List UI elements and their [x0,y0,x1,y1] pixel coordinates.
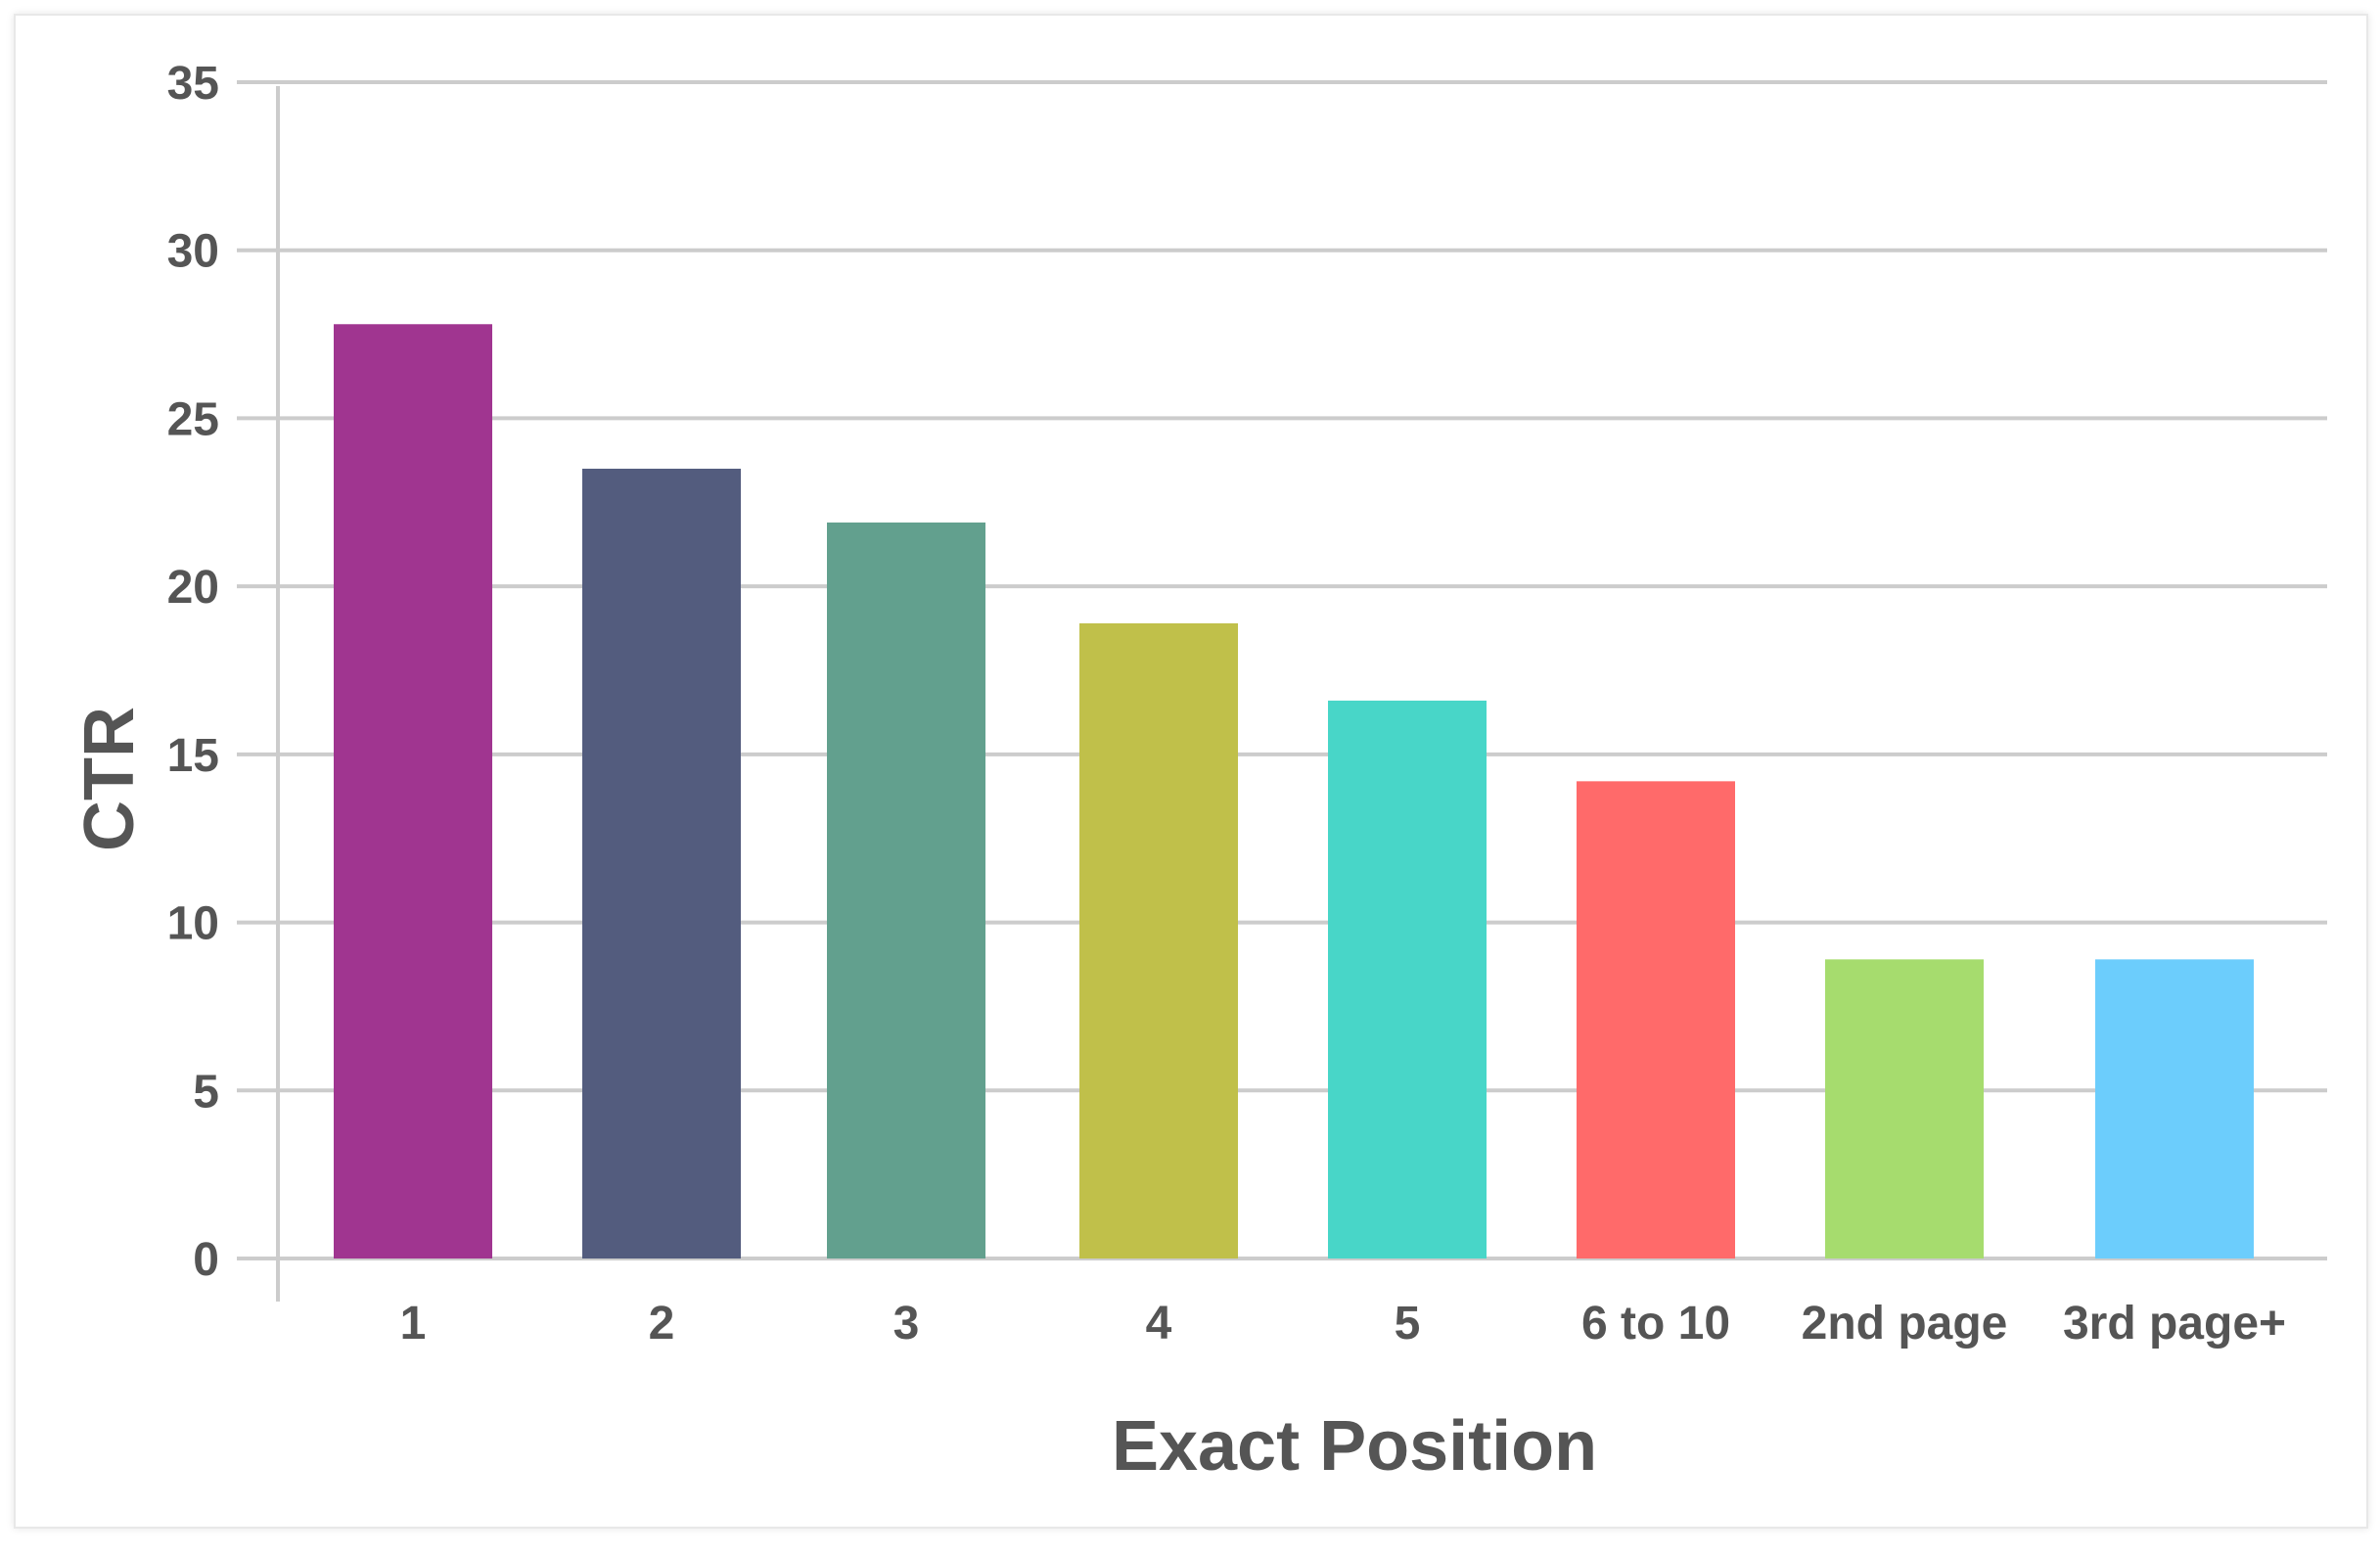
bar [1825,959,1984,1259]
y-tick-label: 25 [167,393,219,445]
x-axis-title: Exact Position [1112,1407,1597,1486]
bar [334,324,492,1259]
y-tick-labels: 0 5 10 15 20 25 30 35 [167,58,219,1286]
y-tick-label: 0 [193,1234,219,1286]
x-tick-label: 2nd page [1802,1298,2008,1350]
chart-frame: 0 5 10 15 20 25 30 35 1 2 3 4 5 6 to 10 2nd page 3rd p… [14,14,2368,1529]
bars [334,324,2254,1259]
y-tick-label: 35 [167,58,219,110]
gridlines [237,80,2327,1260]
bar [1079,622,1238,1259]
bar [1577,781,1735,1259]
y-tick-label: 20 [167,562,219,614]
bar [2095,959,2254,1259]
bar-chart: 0 5 10 15 20 25 30 35 1 2 3 4 5 6 to 10 2nd page 3rd p… [70,58,2327,1486]
x-tick-label: 3 [893,1298,920,1350]
y-tick-label: 15 [167,730,219,782]
y-tick-label: 30 [167,226,219,278]
bar [1328,700,1487,1259]
y-tick-label: 10 [167,898,219,950]
x-tick-labels: 1 2 3 4 5 6 to 10 2nd page 3rd page+ [400,1298,2286,1350]
bar [827,522,985,1259]
x-tick-label: 5 [1395,1298,1421,1350]
x-tick-label: 2 [649,1298,675,1350]
x-tick-label: 3rd page+ [2063,1298,2286,1350]
y-axis-title: CTR [70,707,149,851]
x-tick-label: 4 [1146,1298,1172,1350]
bar [582,468,741,1259]
y-tick-label: 5 [193,1066,219,1118]
x-tick-label: 1 [400,1298,427,1350]
x-tick-label: 6 to 10 [1581,1298,1730,1350]
